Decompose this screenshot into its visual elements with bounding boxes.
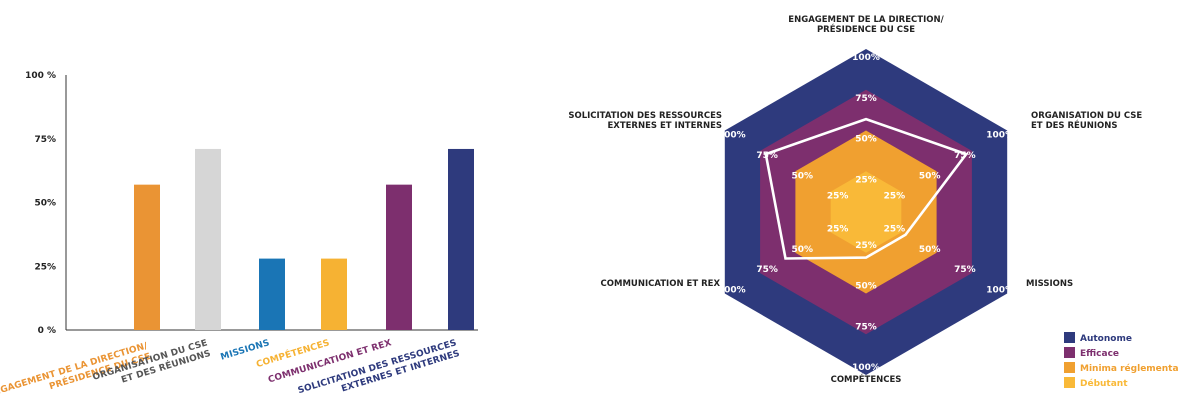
radar-axis-label-line: COMPÉTENCES bbox=[831, 373, 902, 385]
radar-ring-label: 75% bbox=[954, 265, 976, 275]
radar-legend: Autonome Efficace Minima réglementaires Déb… bbox=[1064, 332, 1179, 389]
legend-label: Efficace bbox=[1080, 349, 1119, 359]
radar-ring-label: 50% bbox=[855, 282, 877, 292]
radar-axis-label: ENGAGEMENT DE LA DIRECTION/PRÉSIDENCE DU… bbox=[788, 15, 944, 35]
radar-ring-label: 100% bbox=[718, 286, 746, 296]
radar-ring-label: 75% bbox=[756, 265, 778, 275]
radar-axis-label: ORGANISATION DU CSE ET DES RÉUNIONS bbox=[1031, 111, 1142, 131]
bar bbox=[259, 258, 285, 330]
y-tick-label: 0 % bbox=[38, 326, 56, 336]
bar bbox=[386, 184, 412, 330]
radar-ring-label: 25% bbox=[855, 241, 877, 251]
radar-ring-label: 25% bbox=[827, 192, 849, 202]
radar-ring-label: 100% bbox=[986, 131, 1014, 141]
y-tick-label: 75% bbox=[34, 135, 56, 145]
legend-label: Autonome bbox=[1080, 334, 1132, 344]
radar-axis-label-line: MISSIONS bbox=[1026, 279, 1073, 289]
radar-band bbox=[830, 171, 902, 253]
bar bbox=[321, 258, 347, 330]
radar-axis-label: SOLICITATION DES RESSOURCES EXTERNES ET I… bbox=[568, 111, 722, 131]
radar-axis-label-line: PRÉSIDENCE DU CSE bbox=[817, 23, 915, 35]
bar bbox=[195, 148, 221, 330]
bar-chart: 0 %25%50%75%100 %ENGAGEMENT DE LA DIRECT… bbox=[0, 71, 478, 400]
radar-axis-label-line: ENGAGEMENT DE LA DIRECTION/ bbox=[788, 15, 944, 25]
radar-axis-label: COMMUNICATION ET REX bbox=[601, 279, 721, 289]
radar-ring-label: 50% bbox=[855, 135, 877, 145]
bar bbox=[134, 184, 160, 330]
y-tick-label: 25% bbox=[34, 262, 56, 272]
radar-ring-label: 100% bbox=[852, 363, 880, 373]
y-tick-label: 100 % bbox=[25, 71, 56, 81]
radar-ring-label: 50% bbox=[792, 171, 814, 181]
radar-series-line bbox=[764, 117, 969, 260]
radar-ring-label: 25% bbox=[884, 192, 906, 202]
legend-label: Débutant bbox=[1080, 378, 1128, 389]
radar-ring-label: 25% bbox=[827, 224, 849, 234]
radar-ring-label: 50% bbox=[919, 171, 941, 181]
legend-swatch bbox=[1064, 362, 1075, 373]
radar-axis-label-line: ORGANISATION DU CSE bbox=[1031, 111, 1142, 121]
radar-axis-label-line: SOLICITATION DES RESSOURCES bbox=[568, 111, 722, 121]
radar-chart: 25% 50% 75% 100% 25% 50% 75% 100% 25% 50% 75% 100% 2… bbox=[568, 15, 1142, 385]
radar-axis-label-line: EXTERNES ET INTERNES bbox=[607, 121, 722, 131]
radar-ring-label: 50% bbox=[919, 245, 941, 255]
radar-axis-label: COMPÉTENCES bbox=[831, 373, 902, 385]
legend-swatch bbox=[1064, 377, 1075, 388]
radar-ring-label: 100% bbox=[718, 131, 746, 141]
radar-ring-label: 75% bbox=[855, 94, 877, 104]
radar-ring-label: 75% bbox=[855, 322, 877, 332]
radar-ring-label: 100% bbox=[852, 53, 880, 63]
radar-axis-label-line: COMMUNICATION ET REX bbox=[601, 279, 721, 289]
legend-swatch bbox=[1064, 332, 1075, 343]
legend-swatch bbox=[1064, 347, 1075, 358]
radar-ring-label: 50% bbox=[792, 245, 814, 255]
bar bbox=[448, 148, 474, 330]
radar-axis-label: MISSIONS bbox=[1026, 279, 1073, 289]
y-tick-label: 50% bbox=[34, 199, 56, 209]
radar-ring-label: 25% bbox=[884, 224, 906, 234]
legend-label: Minima réglementaires bbox=[1080, 363, 1179, 374]
radar-ring-label: 25% bbox=[855, 175, 877, 185]
radar-ring-label: 100% bbox=[986, 286, 1014, 296]
radar-axis-label-line: ET DES RÉUNIONS bbox=[1031, 119, 1118, 131]
